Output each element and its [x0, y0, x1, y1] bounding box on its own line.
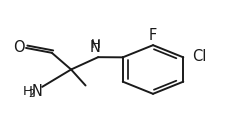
Text: O: O — [13, 40, 25, 55]
Text: N: N — [90, 40, 101, 55]
Text: 2: 2 — [28, 89, 35, 99]
Text: H: H — [90, 38, 100, 51]
Text: H: H — [23, 85, 33, 98]
Text: F: F — [149, 28, 157, 43]
Text: Cl: Cl — [192, 49, 206, 64]
Text: N: N — [31, 84, 42, 99]
